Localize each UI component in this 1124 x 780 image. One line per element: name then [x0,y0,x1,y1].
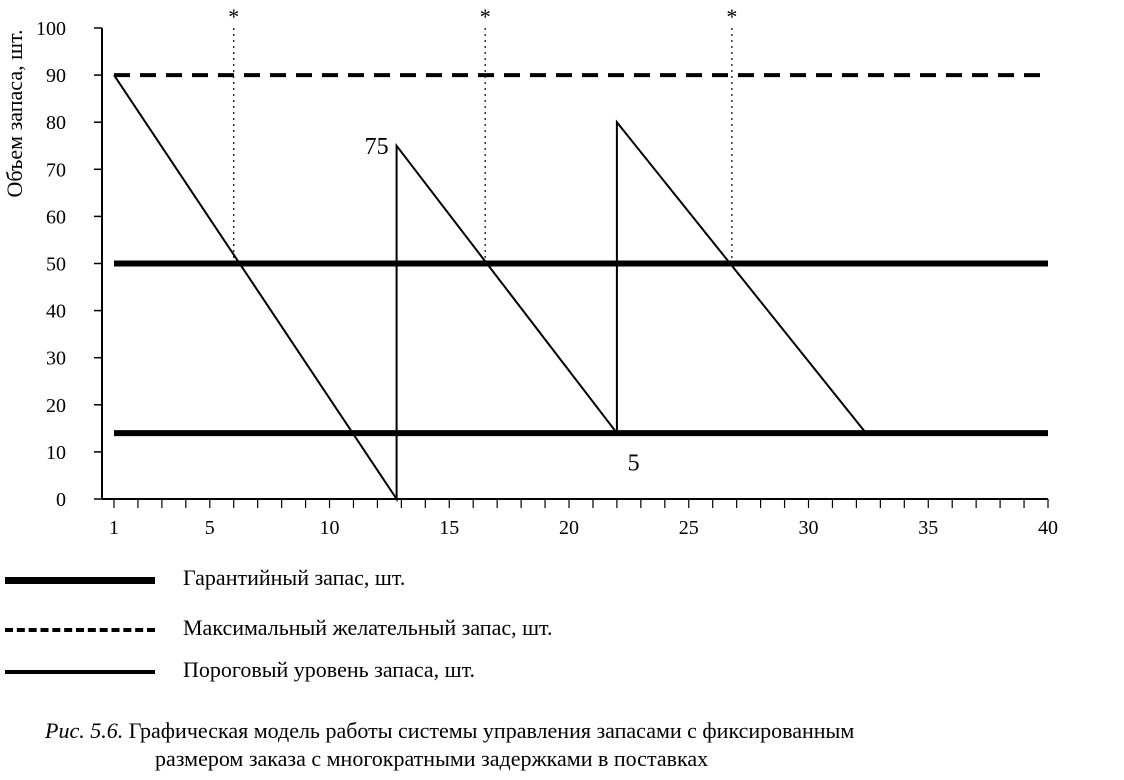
legend-label: Пороговый уровень запаса, шт. [183,657,476,682]
y-tick-label: 40 [46,301,66,323]
caption-prefix: Рис. 5.6. [45,718,124,743]
y-tick-label: 0 [56,489,66,511]
x-tick-label: 30 [799,517,819,539]
series-line-3 [113,74,867,503]
x-tick-label: 35 [918,517,938,539]
labels-layer: 75 5 [365,134,640,477]
legend-swatch-thick [5,576,155,584]
x-tick-label: 20 [559,517,579,539]
y-tick-label: 100 [36,18,66,40]
y-tick-label: 80 [46,112,66,134]
y-tick-label: 70 [46,159,66,181]
y-tick-label: 30 [46,348,66,370]
legend-swatch-thin [5,670,155,674]
x-tick-label: 40 [1038,517,1058,539]
x-tick-label: 1 [109,517,119,539]
order-marker: * [480,4,491,29]
x-axis-title: Время, рабочие дни [862,559,1048,560]
caption-line-2: размером заказа с многократными задержка… [155,746,709,771]
figure-caption: Рис. 5.6. Графическая модель работы сист… [45,717,854,773]
legend-swatch-dashed [5,628,155,632]
data-label: 75 [365,134,389,160]
y-tick-label: 90 [46,65,66,87]
x-tick-label: 10 [320,517,340,539]
x-tick-label: 15 [439,517,459,539]
y-tick-label: 10 [46,442,66,464]
series-layer [113,73,1048,503]
order-marker: * [228,4,239,29]
order-marker: * [726,4,737,29]
marker-layer: * * * [228,4,737,264]
y-tick-label: 60 [46,206,66,228]
y-tick-label: 20 [46,395,66,417]
legend-item-max: Максимальный желательный запас, шт. [0,615,700,645]
legend-label: Максимальный желательный запас, шт. [183,615,553,640]
x-tick-label: 25 [679,517,699,539]
legend-item-threshold: Пороговый уровень запаса, шт. [0,657,700,687]
data-label: 5 [628,450,640,476]
x-tick-label: 5 [205,517,215,539]
legend-label: Гарантийный запас, шт. [183,565,406,590]
legend-item-guarantee: Гарантийный запас, шт. [0,565,700,595]
caption-line-1: Графическая модель работы системы управл… [128,718,855,743]
y-tick-label: 50 [46,254,66,276]
y-axis-title: Объем запаса, шт. [2,30,27,198]
